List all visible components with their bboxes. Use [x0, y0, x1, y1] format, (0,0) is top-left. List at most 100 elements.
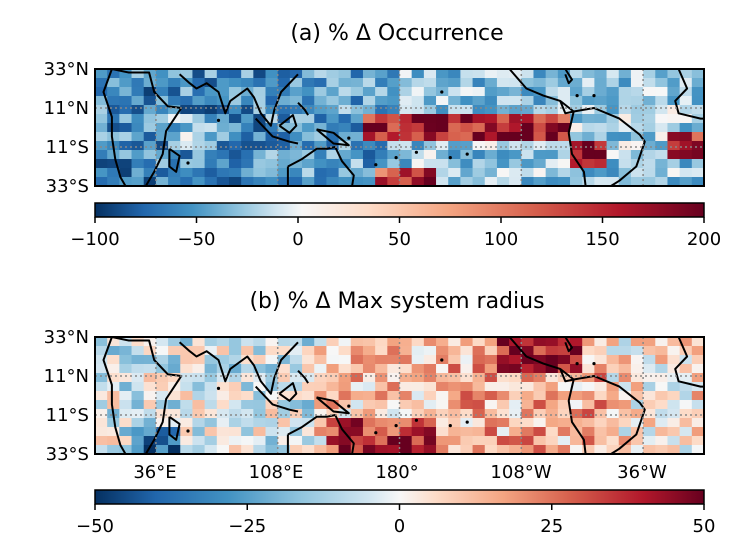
heatmap-cell — [533, 436, 547, 446]
heatmap-cell — [423, 409, 437, 419]
heatmap-cell — [95, 391, 108, 401]
heatmap-cell — [667, 373, 681, 383]
heatmap-cell — [496, 150, 510, 160]
heatmap-cell — [557, 409, 571, 419]
heatmap-cell — [180, 78, 194, 88]
heatmap-cell — [204, 114, 218, 124]
heatmap-cell — [362, 150, 376, 160]
heatmap-cell — [570, 159, 583, 169]
panel-b-gridlines — [95, 337, 704, 454]
heatmap-cell — [496, 87, 510, 97]
heatmap-cell — [192, 123, 206, 133]
heatmap-cell — [423, 445, 437, 455]
heatmap-cell — [484, 177, 498, 187]
heatmap-cell — [509, 132, 522, 142]
heatmap-cell — [289, 114, 303, 124]
island — [592, 94, 596, 98]
heatmap-cell — [119, 364, 133, 374]
heatmap-cell — [338, 87, 352, 97]
heatmap-cell — [436, 418, 449, 428]
heatmap-cell — [350, 355, 364, 365]
coastline — [315, 396, 350, 415]
heatmap-cell — [582, 445, 595, 455]
heatmap-cell — [594, 391, 608, 401]
heatmap-cell — [107, 168, 120, 178]
panel-a-gridlines — [95, 69, 704, 186]
coastline — [254, 117, 299, 145]
heatmap-cell — [350, 123, 364, 133]
heatmap-cell — [399, 123, 413, 133]
heatmap-cell — [570, 445, 583, 455]
heatmap-cell — [289, 78, 303, 88]
heatmap-cell — [362, 382, 376, 392]
heatmap-cell — [496, 436, 510, 446]
heatmap-cell — [362, 87, 376, 97]
heatmap-cell — [350, 418, 364, 428]
heatmap-cell — [411, 87, 425, 97]
heatmap-cell — [472, 391, 486, 401]
heatmap-cell — [496, 400, 510, 410]
coastline — [567, 111, 587, 187]
heatmap-cell — [362, 400, 376, 410]
heatmap-cell — [411, 445, 425, 455]
heatmap-cell — [204, 346, 218, 356]
heatmap-cell — [326, 69, 340, 79]
island — [414, 150, 418, 154]
heatmap-cell — [570, 373, 583, 383]
heatmap-cell — [302, 364, 315, 374]
heatmap-cell — [655, 123, 669, 133]
heatmap-cell — [606, 445, 620, 455]
heatmap-cell — [509, 337, 522, 347]
heatmap-cell — [533, 346, 547, 356]
heatmap-cell — [496, 409, 510, 419]
heatmap-cell — [155, 177, 169, 187]
heatmap-cell — [131, 78, 145, 88]
heatmap-cell — [119, 132, 133, 142]
heatmap-cell — [228, 400, 242, 410]
heatmap-cell — [326, 123, 340, 133]
heatmap-cell — [411, 132, 425, 142]
heatmap-cell — [643, 346, 656, 356]
heatmap-cell — [691, 78, 705, 88]
heatmap-cell — [436, 337, 449, 347]
colorbar-tick-label: −100 — [70, 229, 119, 250]
heatmap-cell — [362, 132, 376, 142]
heatmap-cell — [350, 382, 364, 392]
heatmap-cell — [107, 177, 120, 187]
heatmap-cell — [618, 391, 632, 401]
heatmap-cell — [302, 69, 315, 79]
heatmap-cell — [630, 141, 644, 151]
heatmap-cell — [484, 159, 498, 169]
heatmap-cell — [265, 364, 279, 374]
heatmap-cell — [253, 364, 267, 374]
heatmap-cell — [460, 445, 474, 455]
coastline — [564, 68, 573, 85]
heatmap-cell — [399, 382, 413, 392]
heatmap-cell — [204, 168, 218, 178]
heatmap-cell — [143, 364, 157, 374]
panel-b-title: (b) % Δ Max system radius — [249, 289, 544, 314]
heatmap-cell — [472, 346, 486, 356]
heatmap-cell — [606, 382, 620, 392]
heatmap-cell — [582, 346, 595, 356]
island — [440, 358, 444, 362]
heatmap-cell — [326, 382, 340, 392]
heatmap-cell — [289, 409, 303, 419]
heatmap-cell — [95, 445, 108, 455]
heatmap-cell — [277, 150, 291, 160]
heatmap-cell — [667, 346, 681, 356]
heatmap-cell — [691, 159, 705, 169]
heatmap-cell — [460, 159, 474, 169]
island — [414, 418, 418, 422]
heatmap-cell — [509, 141, 522, 151]
heatmap-cell — [630, 346, 644, 356]
heatmap-cell — [533, 337, 547, 347]
heatmap-cell — [228, 409, 242, 419]
heatmap-cell — [119, 78, 133, 88]
heatmap-cell — [679, 427, 693, 437]
heatmap-cell — [496, 427, 510, 437]
heatmap-cell — [460, 105, 474, 115]
heatmap-cell — [326, 373, 340, 383]
heatmap-cell — [155, 355, 169, 365]
heatmap-cell — [691, 105, 705, 115]
